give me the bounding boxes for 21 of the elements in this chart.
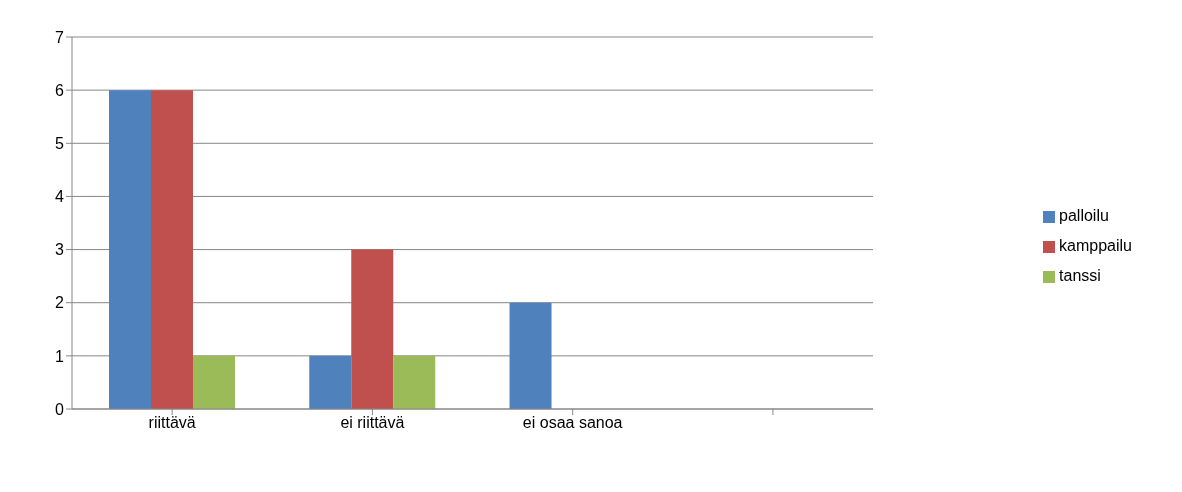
bar: [109, 90, 151, 409]
bar: [151, 90, 193, 409]
bar: [393, 355, 436, 409]
y-tick-label: 1: [55, 347, 65, 365]
x-tick-label: ei osaa sanoa: [522, 414, 623, 432]
y-tick-label: 3: [55, 241, 65, 259]
bar: [509, 302, 552, 409]
y-tick-label: 0: [55, 400, 65, 418]
legend-label: kamppailu: [1059, 237, 1132, 254]
y-tick-label: 6: [55, 81, 65, 99]
bar: [309, 355, 352, 409]
y-tick-label: 7: [55, 28, 65, 46]
x-tick-label: ei riittävä: [340, 414, 405, 432]
x-tick-label: riittävä: [148, 414, 196, 432]
bar: [193, 355, 235, 409]
y-tick-label: 2: [55, 294, 65, 312]
legend-label: tanssi: [1059, 267, 1101, 284]
y-tick-label: 4: [55, 188, 65, 206]
y-tick-label: 5: [55, 134, 65, 152]
legend-label: palloilu: [1059, 207, 1109, 224]
bar: [351, 249, 394, 409]
